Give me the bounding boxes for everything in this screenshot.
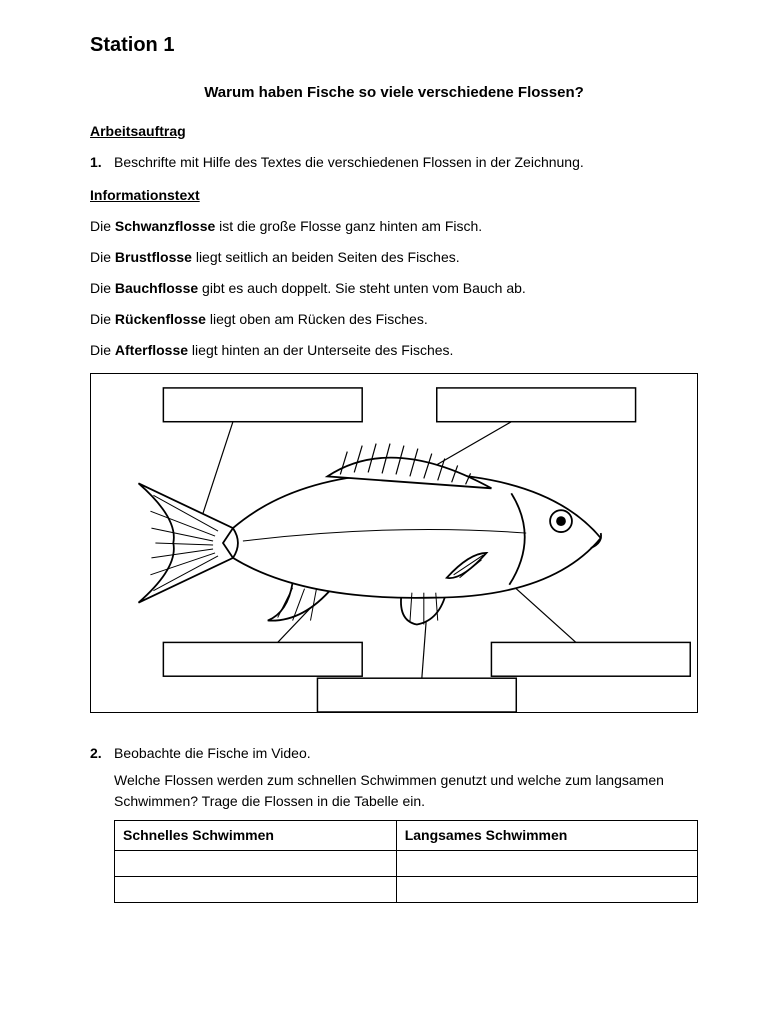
col-slow: Langsames Schwimmen <box>396 820 697 850</box>
task-2-line-1: Beobachte die Fische im Video. <box>114 743 698 764</box>
info-line-1: Die Schwanzflosse ist die große Flosse g… <box>90 216 698 237</box>
info-line-3: Die Bauchflosse gibt es auch doppelt. Si… <box>90 278 698 299</box>
cell-fast-2[interactable] <box>115 876 397 902</box>
col-fast: Schnelles Schwimmen <box>115 820 397 850</box>
task-heading: Arbeitsauftrag <box>90 121 698 142</box>
cell-slow-1[interactable] <box>396 850 697 876</box>
info-heading: Informationstext <box>90 185 698 206</box>
cell-fast-1[interactable] <box>115 850 397 876</box>
task-1: 1. Beschrifte mit Hilfe des Textes die v… <box>90 152 698 173</box>
table-header-row: Schnelles Schwimmen Langsames Schwimmen <box>115 820 698 850</box>
cell-slow-2[interactable] <box>396 876 697 902</box>
task-2-number: 2. <box>90 743 102 764</box>
label-box-bottom-center[interactable] <box>317 678 516 712</box>
station-title: Station 1 <box>90 30 698 60</box>
task-2: 2. Beobachte die Fische im Video. Welche… <box>90 743 698 903</box>
info-line-5: Die Afterflosse liegt hinten an der Unte… <box>90 340 698 361</box>
task-2-line-2: Welche Flossen werden zum schnellen Schw… <box>114 770 698 812</box>
table-row <box>115 850 698 876</box>
fish-svg <box>91 374 697 712</box>
fish-diagram <box>90 373 698 713</box>
info-line-4: Die Rückenflosse liegt oben am Rücken de… <box>90 309 698 330</box>
label-box-top-right[interactable] <box>437 387 636 421</box>
fish-illustration <box>139 443 602 624</box>
table-row <box>115 876 698 902</box>
main-question: Warum haben Fische so viele verschiedene… <box>90 82 698 105</box>
label-box-bottom-right[interactable] <box>491 642 690 676</box>
label-box-top-left[interactable] <box>163 387 362 421</box>
task-1-text: Beschrifte mit Hilfe des Textes die vers… <box>114 154 584 170</box>
info-line-2: Die Brustflosse liegt seitlich an beiden… <box>90 247 698 268</box>
swim-table: Schnelles Schwimmen Langsames Schwimmen <box>114 820 698 903</box>
leader-tail <box>198 421 233 527</box>
label-box-bottom-left[interactable] <box>163 642 362 676</box>
task-1-number: 1. <box>90 152 102 173</box>
